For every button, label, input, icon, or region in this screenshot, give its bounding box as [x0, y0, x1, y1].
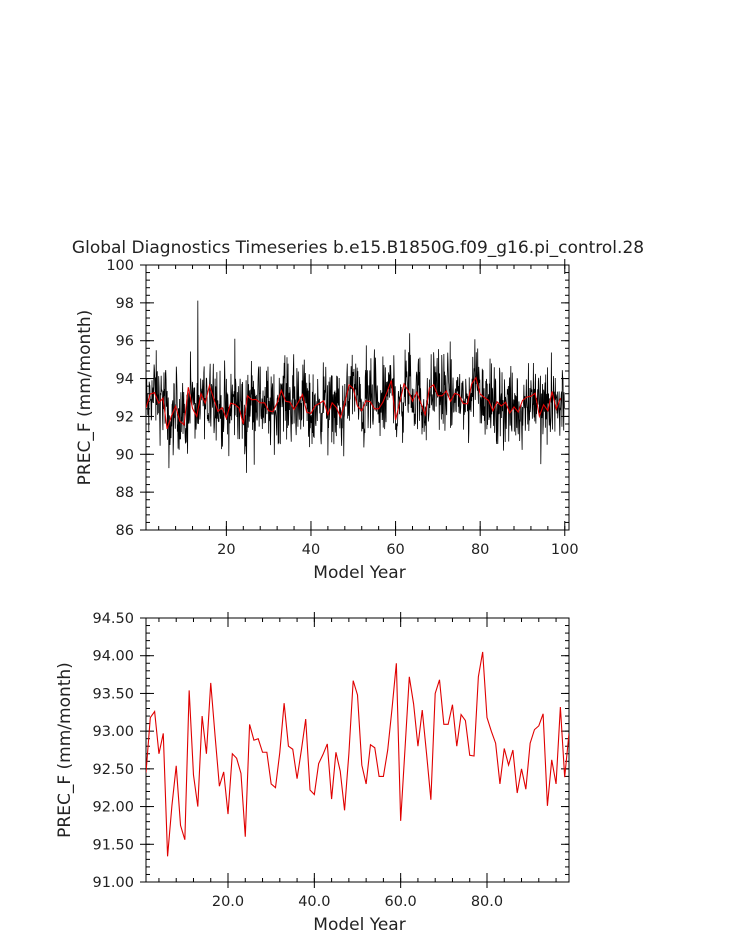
x-tick-label: 40.0	[298, 894, 330, 910]
y-axis-label: PREC_F (mm/month)	[75, 310, 95, 486]
y-tick-label: 93.00	[92, 724, 134, 740]
y-tick-label: 100	[106, 258, 134, 274]
series-line-annual	[146, 651, 569, 857]
figure-title: Global Diagnostics Timeseries b.e15.B185…	[72, 238, 644, 258]
plot-frame	[145, 264, 570, 531]
x-axis-label: Model Year	[313, 915, 405, 935]
y-tick-label: 91.50	[92, 837, 134, 853]
series-line-monthly	[146, 300, 565, 473]
series-line-annual	[146, 376, 562, 430]
plot-frame	[145, 617, 570, 883]
y-tick-label: 98	[116, 296, 134, 312]
top-panel-monthly-and-annual: 86 88 90 92 94 96 98 100 20 40 60 80 100 Model Year PR…	[75, 258, 579, 583]
y-tick-label: 92.50	[92, 762, 134, 778]
y-tick-label: 93.50	[92, 686, 134, 702]
y-tick-label: 94.50	[92, 611, 134, 627]
x-tick-label: 80	[471, 542, 489, 558]
y-tick-label: 94	[116, 372, 134, 388]
y-axis-label: PREC_F (mm/month)	[55, 662, 75, 838]
x-tick-label: 20.0	[212, 894, 244, 910]
x-tick-label: 80.0	[471, 894, 503, 910]
y-tick-label: 92.00	[92, 800, 134, 816]
y-tick-label: 86	[116, 523, 134, 539]
y-tick-label: 96	[116, 334, 134, 350]
y-tick-label: 88	[116, 485, 134, 501]
bottom-panel-annual: 91.00 91.50 92.00 92.50 93.00 93.50 94.00 94.50…	[55, 611, 570, 935]
x-tick-label: 60.0	[385, 894, 417, 910]
x-tick-label: 100	[551, 542, 579, 558]
y-tick-label: 91.00	[92, 875, 134, 891]
y-tick-label: 92	[116, 409, 134, 425]
x-tick-label: 20	[217, 542, 235, 558]
x-tick-label: 60	[386, 542, 404, 558]
y-tick-label: 90	[116, 447, 134, 463]
x-axis-label: Model Year	[313, 563, 405, 583]
y-tick-label: 94.00	[92, 649, 134, 665]
x-tick-label: 40	[302, 542, 320, 558]
